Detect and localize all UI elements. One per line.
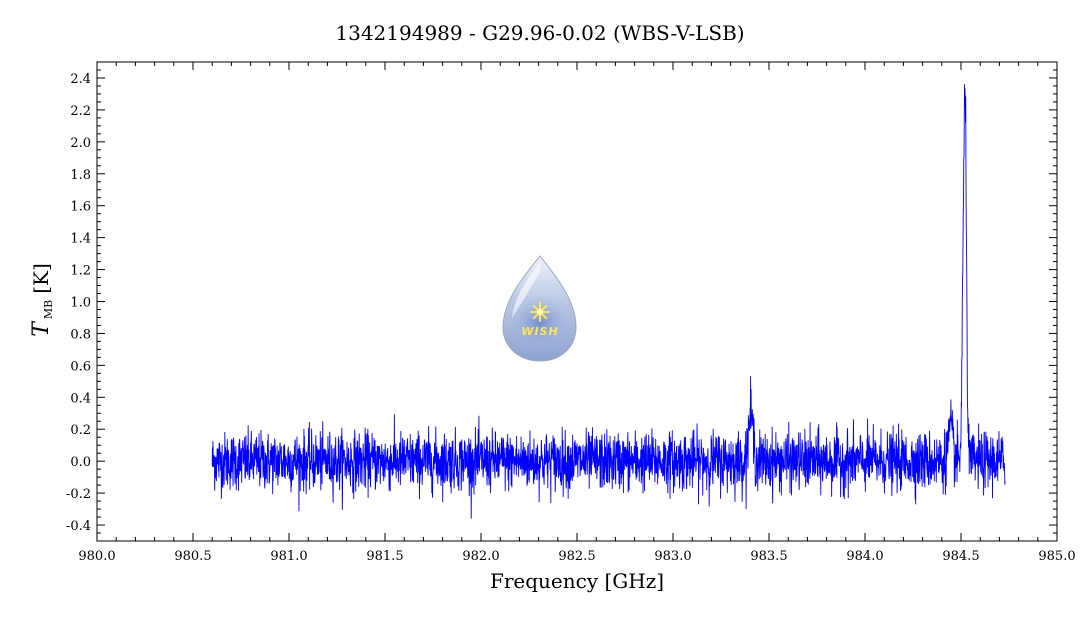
y-tick-label: 1.0	[70, 296, 91, 311]
wish-water-drop-logo-icon: WISH	[502, 255, 577, 362]
y-tick-label: -0.2	[66, 487, 91, 502]
y-tick-label: 0.8	[70, 327, 91, 342]
y-tick-label: -0.4	[66, 519, 91, 534]
y-tick-label: 0.0	[70, 455, 91, 470]
x-tick-label: 983.5	[750, 549, 787, 564]
x-tick-label: 983.0	[654, 549, 691, 564]
x-tick-label: 984.0	[846, 549, 883, 564]
y-tick-label: 2.0	[70, 136, 91, 151]
y-tick-label: 1.6	[70, 200, 91, 215]
x-axis-label: Frequency [GHz]	[490, 569, 664, 593]
y-tick-label: 1.4	[70, 232, 91, 247]
x-tick-label: 984.5	[942, 549, 979, 564]
svg-text:TMB[K]: TMB [K]	[29, 263, 55, 337]
y-tick-label: 1.8	[70, 168, 91, 183]
chart-title: 1342194989 - G29.96-0.02 (WBS-V-LSB)	[335, 21, 744, 45]
y-tick-label: 0.4	[70, 391, 91, 406]
y-tick-label: 0.6	[70, 359, 91, 374]
x-tick-label: 985.0	[1038, 549, 1075, 564]
y-axis-label-unit: [K]	[29, 263, 53, 294]
y-axis-label: TMB [K]	[29, 263, 55, 337]
x-tick-label: 982.5	[558, 549, 595, 564]
spectrum-series-line	[211, 84, 1006, 519]
x-tick-label: 981.5	[366, 549, 403, 564]
y-tick-label: 2.4	[70, 72, 91, 87]
y-axis-label-main: T	[29, 320, 54, 337]
logo-text: WISH	[521, 325, 558, 338]
y-tick-label: 1.2	[70, 264, 91, 279]
x-tick-label: 980.5	[174, 549, 211, 564]
x-tick-label: 981.0	[270, 549, 307, 564]
y-tick-label: 0.2	[70, 423, 91, 438]
x-tick-label: 980.0	[78, 549, 115, 564]
y-tick-label: 2.2	[70, 104, 91, 119]
y-axis-label-sub: MB	[42, 300, 55, 319]
x-tick-label: 982.0	[462, 549, 499, 564]
